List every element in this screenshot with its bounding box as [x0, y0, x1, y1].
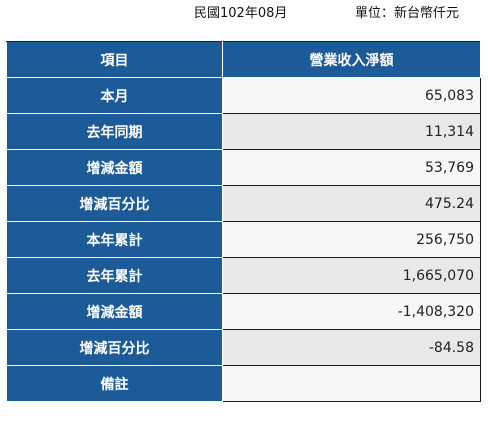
row-value: 1,665,070 — [222, 257, 481, 294]
revenue-table: 項目 營業收入淨額 本月 65,083 去年同期 11,314 增減金額 53,… — [6, 41, 481, 402]
table-row: 去年同期 11,314 — [6, 113, 481, 150]
row-label: 去年同期 — [6, 113, 223, 150]
row-label: 備註 — [6, 365, 223, 402]
table-row: 本年累計 256,750 — [6, 221, 481, 258]
column-header-item: 項目 — [6, 41, 223, 78]
row-label: 本年累計 — [6, 221, 223, 258]
row-value: 53,769 — [222, 149, 481, 186]
table-row: 去年累計 1,665,070 — [6, 257, 481, 294]
table-row: 增減百分比 475.24 — [6, 185, 481, 222]
row-label: 去年累計 — [6, 257, 223, 294]
table-row: 增減百分比 -84.58 — [6, 329, 481, 366]
row-label: 增減金額 — [6, 149, 223, 186]
row-value: -84.58 — [222, 329, 481, 366]
row-value: 65,083 — [222, 77, 481, 114]
table-row: 增減金額 53,769 — [6, 149, 481, 186]
row-value: 475.24 — [222, 185, 481, 222]
row-value: 256,750 — [222, 221, 481, 258]
row-label: 增減百分比 — [6, 329, 223, 366]
currency-unit: 單位：新台幣仟元 — [355, 6, 460, 21]
table-row: 增減金額 -1,408,320 — [6, 293, 481, 330]
column-header-net-revenue: 營業收入淨額 — [222, 41, 481, 78]
row-label: 增減百分比 — [6, 185, 223, 222]
row-value — [222, 365, 481, 402]
row-value: 11,314 — [222, 113, 481, 150]
table-row: 備註 — [6, 365, 481, 402]
report-caption: 民國102年08月 單位：新台幣仟元 — [0, 4, 488, 24]
row-value: -1,408,320 — [222, 293, 481, 330]
report-period: 民國102年08月 — [194, 6, 288, 21]
table-header-row: 項目 營業收入淨額 — [6, 41, 481, 78]
row-label: 增減金額 — [6, 293, 223, 330]
table-row: 本月 65,083 — [6, 77, 481, 114]
row-label: 本月 — [6, 77, 223, 114]
